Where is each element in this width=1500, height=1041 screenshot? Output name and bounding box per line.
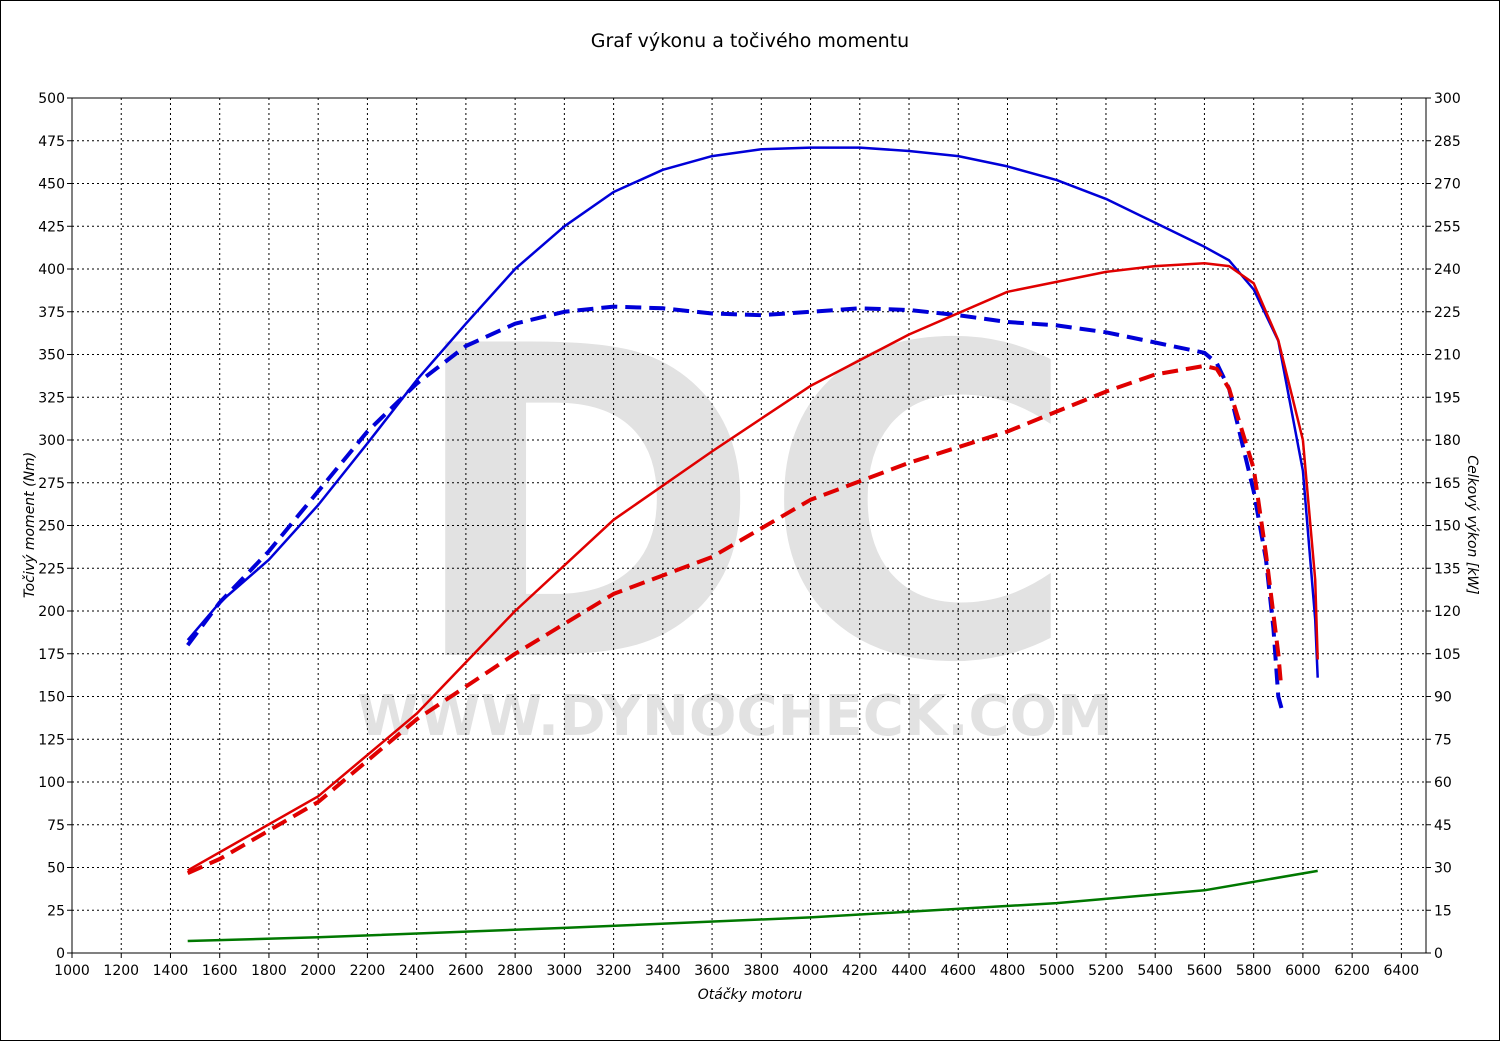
x-tick-label: 5200 [1088, 963, 1124, 979]
y-tick-label: 400 [38, 262, 65, 278]
y2-tick-label: 60 [1434, 775, 1452, 791]
x-tick-label: 5600 [1187, 963, 1223, 979]
x-tick-label: 2800 [497, 963, 533, 979]
y-tick-label: 100 [38, 775, 65, 791]
chart-title: Graf výkonu a točivého momentu [591, 30, 909, 52]
x-tick-label: 2600 [448, 963, 484, 979]
x-tick-label: 3400 [645, 963, 681, 979]
y2-tick-label: 0 [1434, 946, 1443, 962]
y2-tick-label: 180 [1434, 433, 1461, 449]
x-tick-label: 2000 [300, 963, 336, 979]
y2-tick-label: 195 [1434, 390, 1461, 406]
y-tick-label: 300 [38, 433, 65, 449]
series-line [186, 363, 1283, 876]
y-tick-label: 500 [38, 91, 65, 107]
y-tick-label: 225 [38, 561, 65, 577]
y2-tick-label: 135 [1434, 561, 1461, 577]
x-tick-label: 4000 [793, 963, 829, 979]
y2-tick-label: 120 [1434, 604, 1461, 620]
x-tick-label: 1800 [251, 963, 287, 979]
y2-tick-label: 285 [1434, 134, 1461, 150]
y-tick-label: 200 [38, 604, 65, 620]
x-tick-label: 1200 [103, 963, 139, 979]
x-axis-label: Otáčky motoru [698, 987, 803, 1003]
y-tick-label: 425 [38, 219, 65, 235]
y-tick-label: 125 [38, 732, 65, 748]
y-tick-label: 350 [38, 348, 65, 364]
x-tick-label: 2200 [350, 963, 386, 979]
y-tick-label: 175 [38, 647, 65, 663]
y2-tick-label: 45 [1434, 818, 1452, 834]
y-tick-label: 25 [47, 903, 65, 919]
y-tick-label: 325 [38, 390, 65, 406]
y2-tick-label: 90 [1434, 690, 1452, 706]
y-tick-label: 250 [38, 519, 65, 535]
y-tick-label: 50 [47, 861, 65, 877]
y-tick-label: 275 [38, 476, 65, 492]
series-line [187, 869, 1318, 943]
x-tick-label: 1000 [54, 963, 90, 979]
x-tick-label: 6000 [1285, 963, 1321, 979]
plot-frame [71, 97, 1427, 954]
x-tick-label: 1400 [153, 963, 189, 979]
series-line [187, 262, 1319, 872]
y2-tick-label: 150 [1434, 519, 1461, 535]
y-tick-label: 0 [56, 946, 65, 962]
y2-tick-label: 225 [1434, 305, 1461, 321]
y-tick-label: 150 [38, 690, 65, 706]
x-tick-label: 5400 [1137, 963, 1173, 979]
y2-tick-label: 210 [1434, 348, 1461, 364]
x-tick-label: 3000 [547, 963, 583, 979]
y2-tick-label: 255 [1434, 219, 1461, 235]
x-tick-label: 6400 [1384, 963, 1420, 979]
x-tick-label: 5000 [1039, 963, 1075, 979]
x-tick-label: 5800 [1236, 963, 1272, 979]
y2-axis-label: Celkový výkon [kW] [1464, 455, 1480, 594]
y2-tick-label: 165 [1434, 476, 1461, 492]
x-tick-label: 2400 [399, 963, 435, 979]
x-tick-label: 3600 [694, 963, 730, 979]
y-tick-label: 475 [38, 134, 65, 150]
x-tick-label: 4800 [990, 963, 1026, 979]
x-tick-label: 3200 [596, 963, 632, 979]
y-tick-label: 450 [38, 177, 65, 193]
y2-tick-label: 15 [1434, 903, 1452, 919]
watermark-url: WWW.DYNOCHECK.COM [357, 684, 1113, 749]
x-tick-label: 3800 [743, 963, 779, 979]
y2-tick-label: 270 [1434, 177, 1461, 193]
y2-tick-label: 75 [1434, 732, 1452, 748]
x-tick-label: 4600 [940, 963, 976, 979]
x-tick-label: 1600 [202, 963, 238, 979]
y2-tick-label: 240 [1434, 262, 1461, 278]
y2-tick-label: 105 [1434, 647, 1461, 663]
x-tick-label: 4200 [842, 963, 878, 979]
y2-tick-label: 300 [1434, 91, 1461, 107]
x-tick-label: 6200 [1334, 963, 1370, 979]
series-line [186, 304, 1285, 713]
watermark: DC [406, 257, 1079, 757]
y-tick-label: 375 [38, 305, 65, 321]
y-tick-label: 75 [47, 818, 65, 834]
y2-tick-label: 30 [1434, 861, 1452, 877]
y-axis-label: Točivý moment (Nm) [22, 452, 38, 598]
x-tick-label: 4400 [891, 963, 927, 979]
